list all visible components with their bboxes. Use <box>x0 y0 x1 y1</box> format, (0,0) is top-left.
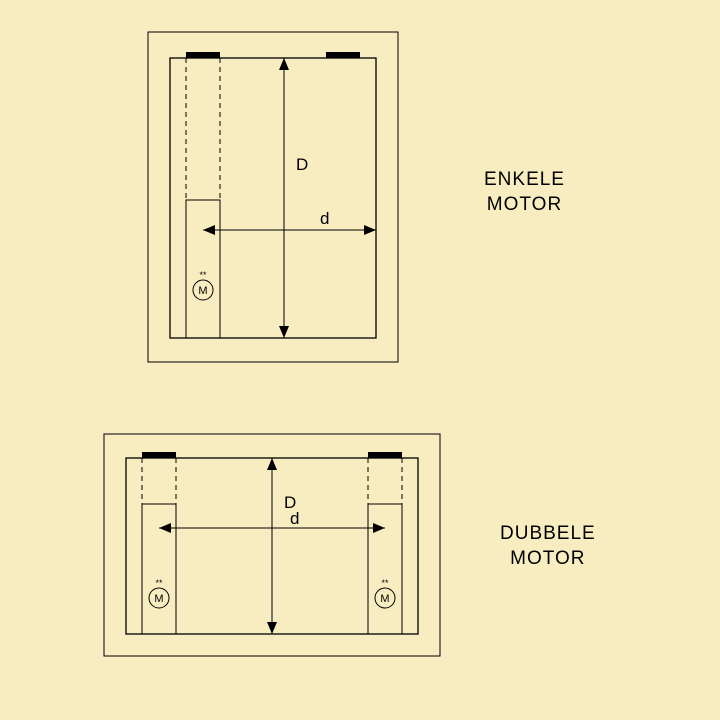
motor-stars-r: ** <box>381 578 389 588</box>
motor-block <box>186 200 220 338</box>
motor-letter-l: M <box>154 593 163 605</box>
single-motor-diagram: M ** D d <box>0 0 720 400</box>
dim-d-arrow-r <box>364 225 376 235</box>
double-motor-label: DUBBELEMOTOR <box>500 522 596 571</box>
motor-stars: ** <box>199 270 207 280</box>
tab-left <box>186 52 220 58</box>
double-motor-diagram: M ** M ** D d <box>0 400 720 700</box>
double-line1: DUBBELEMOTOR <box>500 523 596 569</box>
dim-d-arrow-l <box>159 523 171 533</box>
single-line1: ENKELEMOTOR <box>484 169 565 215</box>
tab-left <box>142 452 176 458</box>
dim-D-arrow-bot <box>267 622 277 634</box>
dim-d-arrow-r <box>373 523 385 533</box>
dim-D-arrow-top <box>267 458 277 470</box>
motor-stars-l: ** <box>155 578 163 588</box>
tab-right <box>368 452 402 458</box>
dim-D-arrow-top <box>279 58 289 70</box>
dim-d-label: d <box>290 509 299 528</box>
tab-right <box>326 52 360 58</box>
dim-d-label: d <box>320 209 329 228</box>
motor-letter: M <box>198 285 207 297</box>
single-motor-label: ENKELEMOTOR <box>484 168 565 217</box>
dim-D-label: D <box>296 155 308 174</box>
motor-letter-r: M <box>380 593 389 605</box>
dim-d-arrow-l <box>203 225 215 235</box>
dim-D-arrow-bot <box>279 326 289 338</box>
